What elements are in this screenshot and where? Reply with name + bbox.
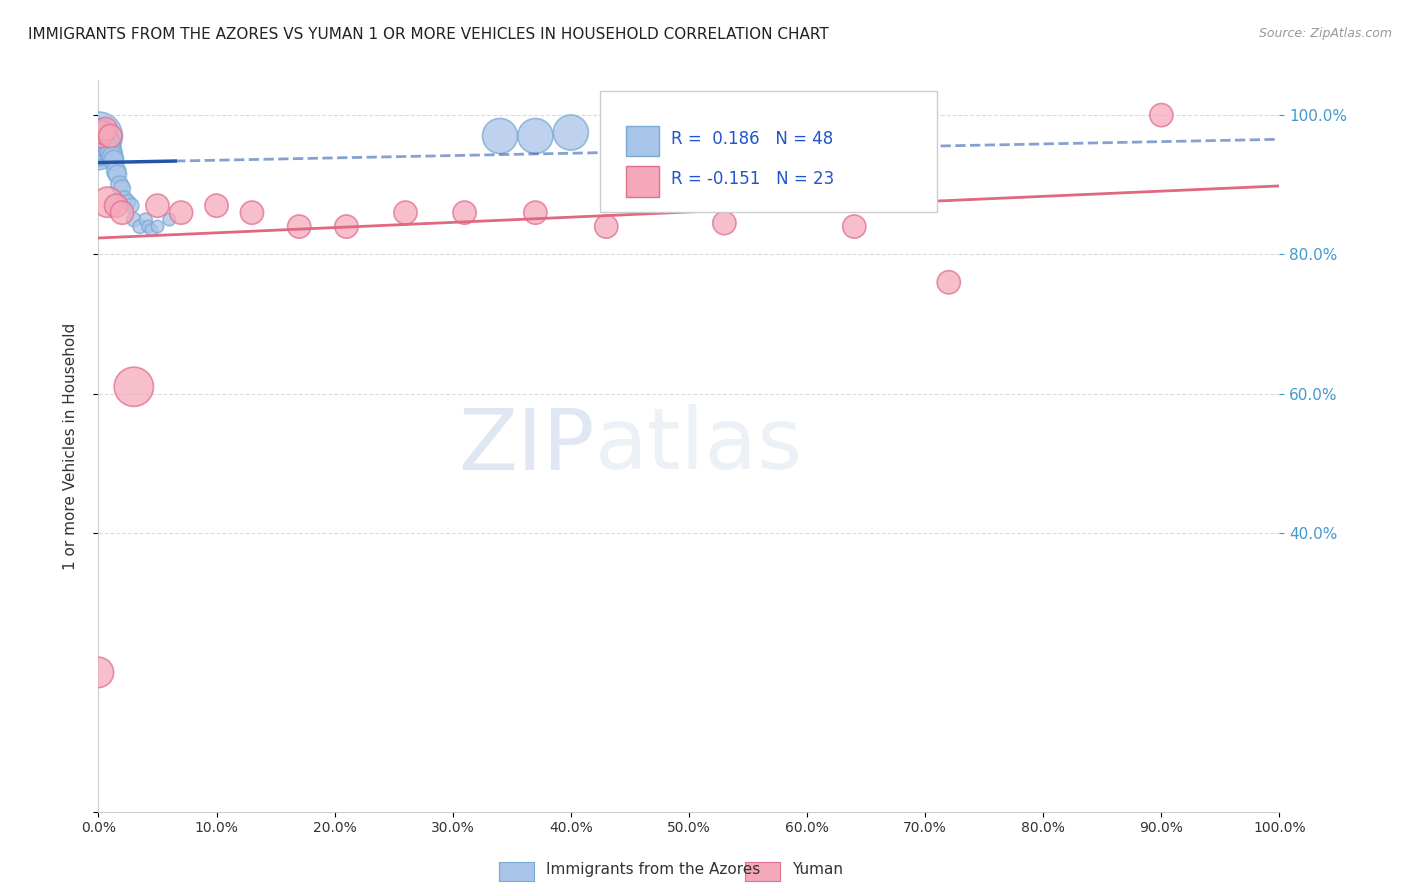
Point xyxy=(524,205,547,219)
Point xyxy=(94,132,117,146)
Text: Source: ZipAtlas.com: Source: ZipAtlas.com xyxy=(1258,27,1392,40)
Point xyxy=(97,195,120,210)
Point xyxy=(157,212,180,227)
Point xyxy=(90,139,112,153)
Point xyxy=(97,136,120,150)
Point xyxy=(105,199,128,213)
Y-axis label: 1 or more Vehicles in Household: 1 or more Vehicles in Household xyxy=(63,322,77,570)
Point xyxy=(453,205,475,219)
Point xyxy=(288,219,311,234)
Point xyxy=(90,128,112,143)
Point xyxy=(93,136,115,150)
Point xyxy=(117,195,139,210)
Point xyxy=(1150,108,1173,122)
Point xyxy=(489,128,512,143)
Point xyxy=(122,212,145,227)
Point xyxy=(98,137,121,152)
Point xyxy=(105,164,128,178)
Text: IMMIGRANTS FROM THE AZORES VS YUMAN 1 OR MORE VEHICLES IN HOUSEHOLD CORRELATION : IMMIGRANTS FROM THE AZORES VS YUMAN 1 OR… xyxy=(28,27,830,42)
Point xyxy=(111,181,134,195)
Point xyxy=(93,132,115,146)
Point xyxy=(141,223,163,237)
Point xyxy=(108,178,131,192)
Point xyxy=(713,216,735,230)
FancyBboxPatch shape xyxy=(600,91,936,212)
Point xyxy=(91,126,114,140)
Point xyxy=(87,143,110,157)
Text: R = -0.151   N = 23: R = -0.151 N = 23 xyxy=(671,170,835,188)
Point xyxy=(136,219,159,234)
Point xyxy=(111,205,134,219)
Point xyxy=(89,128,111,143)
Point xyxy=(87,128,110,143)
Point xyxy=(103,153,125,168)
Point xyxy=(94,122,117,136)
Point xyxy=(98,143,121,157)
Point xyxy=(90,136,112,150)
Text: ZIP: ZIP xyxy=(458,404,595,488)
Point xyxy=(560,126,582,140)
Point xyxy=(87,136,110,150)
Point xyxy=(89,145,111,159)
Point xyxy=(89,142,111,156)
Text: atlas: atlas xyxy=(595,404,803,488)
Point xyxy=(524,128,547,143)
Point xyxy=(93,130,115,145)
Point xyxy=(122,380,145,394)
Point xyxy=(91,132,114,146)
Point xyxy=(205,199,228,213)
Point xyxy=(105,167,128,181)
Point xyxy=(87,665,110,680)
Bar xyxy=(626,126,659,156)
Point xyxy=(98,128,121,143)
Point xyxy=(87,146,110,161)
Point xyxy=(96,134,118,148)
Point xyxy=(91,128,114,143)
Point xyxy=(112,192,135,206)
Point xyxy=(335,219,357,234)
Point xyxy=(100,146,122,161)
Point xyxy=(101,150,124,164)
Point xyxy=(89,139,111,153)
Text: Immigrants from the Azores: Immigrants from the Azores xyxy=(546,863,759,877)
Point xyxy=(844,219,866,234)
Point xyxy=(90,132,112,146)
Point xyxy=(87,139,110,153)
Point xyxy=(240,205,263,219)
Bar xyxy=(626,166,659,196)
Point xyxy=(170,205,193,219)
Point xyxy=(91,128,114,143)
Text: R =  0.186   N = 48: R = 0.186 N = 48 xyxy=(671,130,834,148)
Point xyxy=(394,205,416,219)
Point xyxy=(91,132,114,146)
Point xyxy=(128,219,150,234)
Point xyxy=(595,219,617,234)
Text: Yuman: Yuman xyxy=(792,863,842,877)
Point xyxy=(89,137,111,152)
Point xyxy=(91,136,114,150)
Point xyxy=(89,136,111,150)
Point xyxy=(146,219,169,234)
Point xyxy=(121,199,143,213)
Point xyxy=(90,128,112,143)
Point xyxy=(135,212,157,227)
Point xyxy=(938,275,960,289)
Point xyxy=(146,199,169,213)
